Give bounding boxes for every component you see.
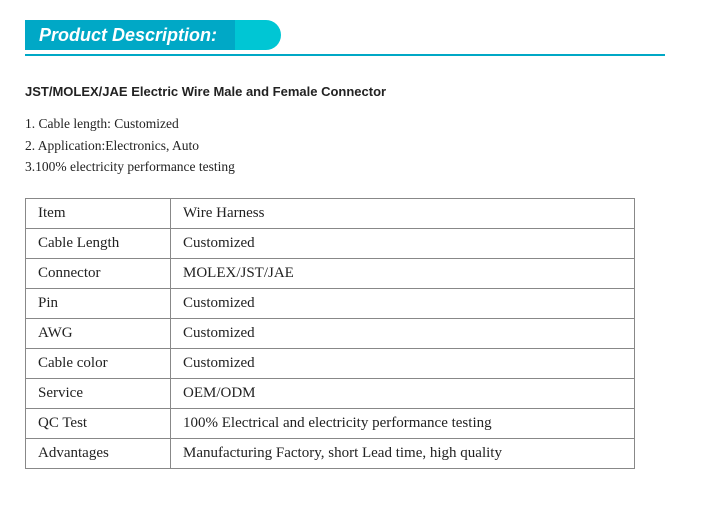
table-cell-value: Customized [171,318,635,348]
bullet-item: 1. Cable length: Customized [25,113,680,135]
table-cell-value: Customized [171,288,635,318]
table-cell-label: Item [26,198,171,228]
table-cell-label: Advantages [26,438,171,468]
table-cell-value: Customized [171,228,635,258]
table-cell-label: Connector [26,258,171,288]
header-title: Product Description: [25,20,235,50]
bullet-item: 2. Application:Electronics, Auto [25,135,680,157]
table-row: AWGCustomized [26,318,635,348]
bullet-item: 3.100% electricity performance testing [25,156,680,178]
table-row: AdvantagesManufacturing Factory, short L… [26,438,635,468]
table-cell-value: Wire Harness [171,198,635,228]
spec-table-body: ItemWire HarnessCable LengthCustomizedCo… [26,198,635,468]
table-cell-label: AWG [26,318,171,348]
table-cell-value: Customized [171,348,635,378]
table-row: QC Test100% Electrical and electricity p… [26,408,635,438]
table-cell-value: Manufacturing Factory, short Lead time, … [171,438,635,468]
table-cell-value: 100% Electrical and electricity performa… [171,408,635,438]
table-cell-label: Cable color [26,348,171,378]
table-cell-label: Cable Length [26,228,171,258]
table-row: ItemWire Harness [26,198,635,228]
bullet-list: 1. Cable length: Customized 2. Applicati… [25,113,680,178]
header-underline [25,54,665,56]
table-cell-label: Service [26,378,171,408]
header-banner: Product Description: [25,20,680,50]
table-row: ServiceOEM/ODM [26,378,635,408]
table-row: ConnectorMOLEX/JST/JAE [26,258,635,288]
table-cell-value: MOLEX/JST/JAE [171,258,635,288]
product-subtitle: JST/MOLEX/JAE Electric Wire Male and Fem… [25,84,680,99]
table-row: Cable colorCustomized [26,348,635,378]
table-cell-value: OEM/ODM [171,378,635,408]
header-tab-shape [233,20,281,50]
table-cell-label: QC Test [26,408,171,438]
spec-table: ItemWire HarnessCable LengthCustomizedCo… [25,198,635,469]
table-row: PinCustomized [26,288,635,318]
table-cell-label: Pin [26,288,171,318]
table-row: Cable LengthCustomized [26,228,635,258]
